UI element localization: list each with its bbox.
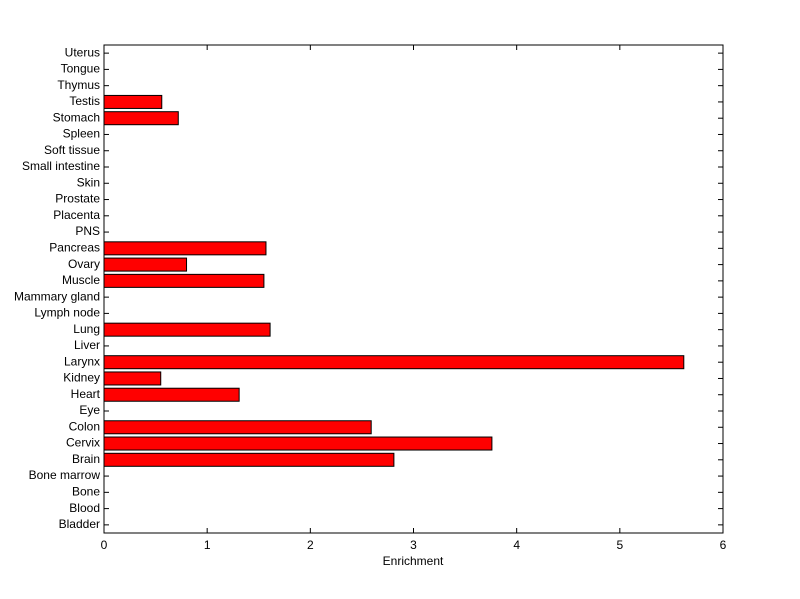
- y-tick-label: Cervix: [66, 436, 100, 450]
- x-tick-label: 0: [101, 538, 108, 552]
- y-tick-label: Stomach: [53, 110, 100, 124]
- y-tick-label: Prostate: [55, 192, 100, 206]
- bar: [103, 94, 163, 109]
- x-tick-label: 3: [410, 538, 417, 552]
- y-tick-label: Eye: [79, 403, 100, 417]
- y-tick-label: Uterus: [65, 45, 100, 59]
- bar: [103, 257, 188, 272]
- y-tick-label: Bone marrow: [29, 468, 101, 482]
- x-tick-label: 5: [616, 538, 623, 552]
- x-tick-label: 6: [720, 538, 727, 552]
- bar: [103, 273, 265, 288]
- bar: [103, 371, 162, 386]
- y-tick-label: Testis: [69, 94, 100, 108]
- bar: [103, 436, 493, 451]
- y-tick-label: Larynx: [64, 354, 100, 368]
- bar: [103, 111, 179, 126]
- y-tick-label: Spleen: [63, 127, 100, 141]
- x-axis-label: Enrichment: [383, 554, 444, 568]
- bar: [103, 387, 240, 402]
- y-tick-label: Pancreas: [49, 241, 100, 255]
- y-tick-label: Muscle: [62, 273, 100, 287]
- y-tick-label: Tongue: [61, 62, 101, 76]
- y-tick-label: Colon: [69, 419, 100, 433]
- y-tick-label: Brain: [72, 452, 100, 466]
- bar: [103, 322, 271, 337]
- y-tick-label: Kidney: [63, 371, 100, 385]
- y-tick-label: Lymph node: [34, 306, 100, 320]
- x-tick-label: 1: [204, 538, 211, 552]
- y-tick-label: Bone: [72, 485, 100, 499]
- y-tick-label: Lung: [73, 322, 100, 336]
- y-tick-label: Bladder: [59, 517, 100, 531]
- bar: [103, 452, 395, 467]
- x-tick-label: 4: [513, 538, 520, 552]
- y-tick-label: Liver: [74, 338, 100, 352]
- y-tick-label: Mammary gland: [14, 289, 100, 303]
- x-tick-label: 2: [307, 538, 314, 552]
- y-tick-label: Ovary: [68, 257, 100, 271]
- y-tick-label: Soft tissue: [44, 143, 100, 157]
- y-tick-label: Small intestine: [22, 159, 100, 173]
- y-tick-label: Placenta: [53, 208, 100, 222]
- bar: [103, 420, 372, 435]
- y-tick-label: Heart: [71, 387, 101, 401]
- y-tick-label: Blood: [69, 501, 100, 515]
- bar: [103, 241, 267, 256]
- bar: [103, 355, 685, 370]
- y-tick-label: Thymus: [57, 78, 100, 92]
- y-tick-label: Skin: [77, 175, 100, 189]
- y-tick-label: PNS: [75, 224, 100, 238]
